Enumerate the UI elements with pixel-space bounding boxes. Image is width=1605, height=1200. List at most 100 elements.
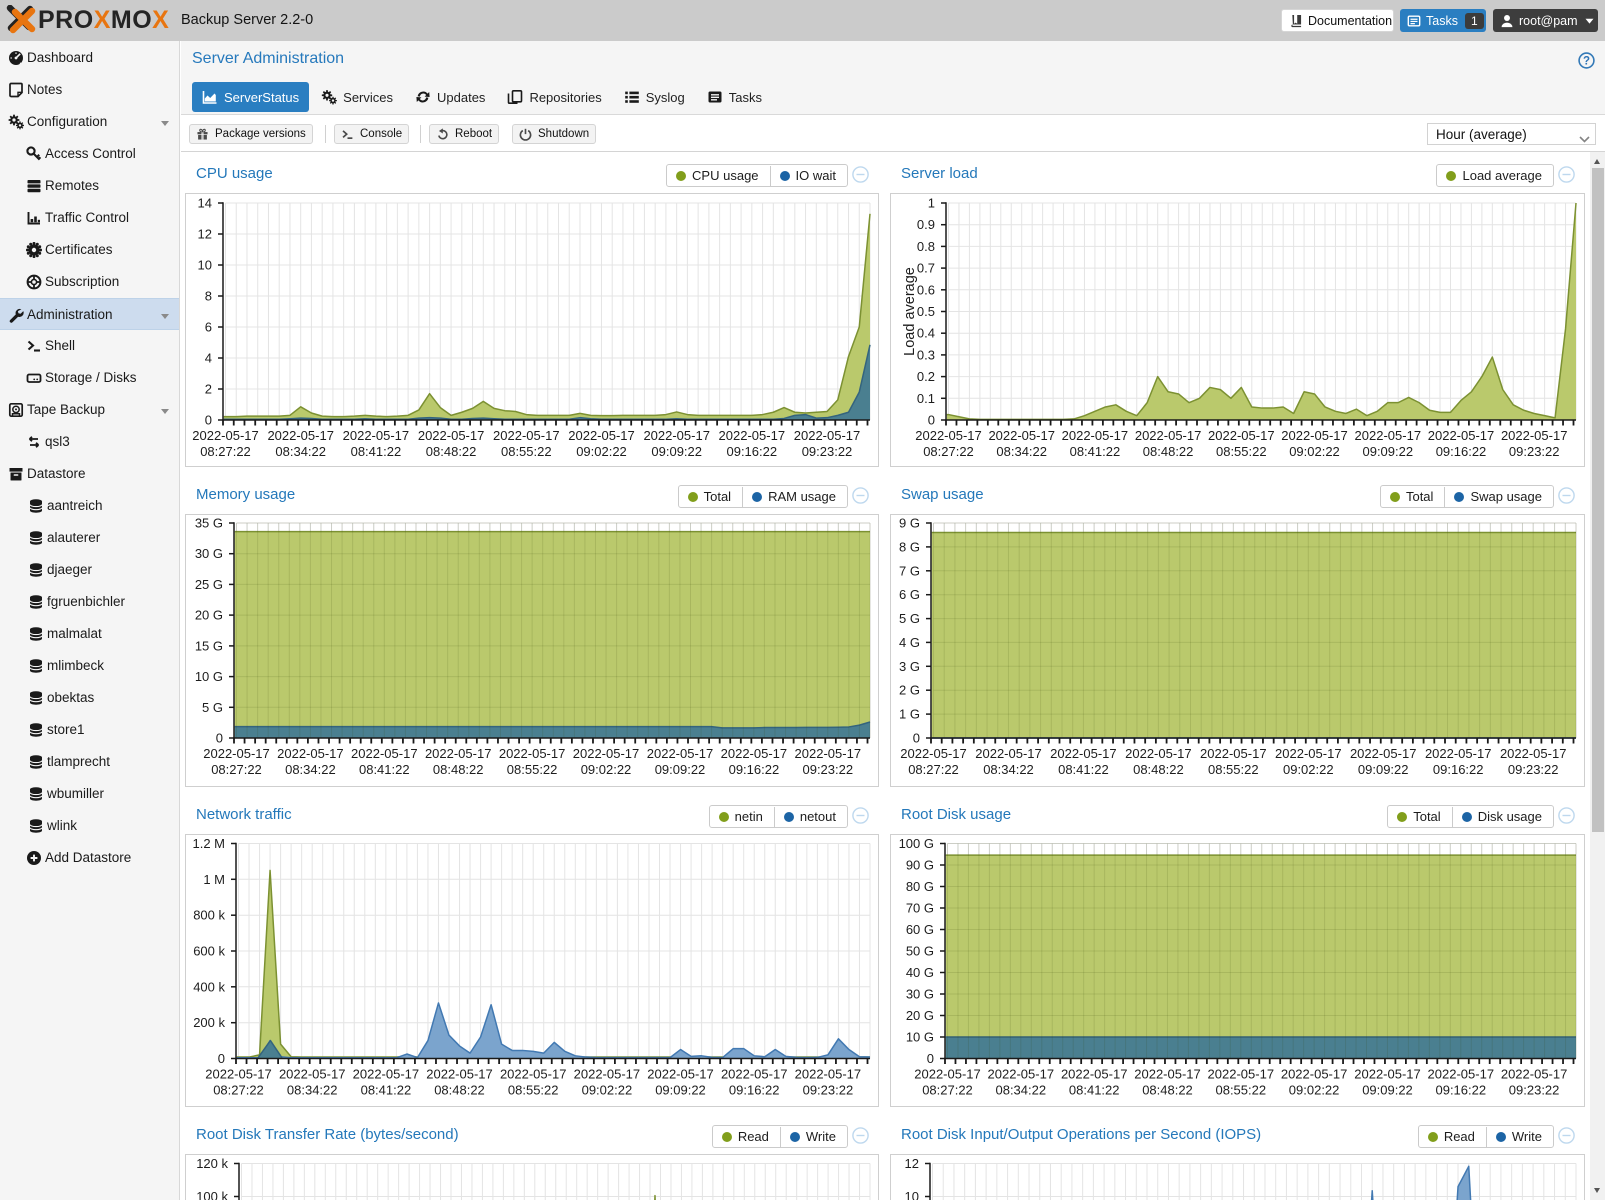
svg-text:2 G: 2 G	[899, 683, 920, 698]
svg-text:2022-05-17: 2022-05-17	[1135, 428, 1202, 443]
svg-text:09:09:22: 09:09:22	[1358, 762, 1409, 777]
svg-text:2022-05-17: 2022-05-17	[1355, 428, 1422, 443]
svg-text:08:27:22: 08:27:22	[211, 762, 262, 777]
svg-text:12: 12	[905, 1156, 919, 1171]
svg-text:2022-05-17: 2022-05-17	[1500, 746, 1567, 761]
svg-text:0.6: 0.6	[917, 282, 935, 297]
svg-text:08:55:22: 08:55:22	[508, 1082, 559, 1097]
svg-text:0: 0	[928, 413, 935, 428]
svg-text:600 k: 600 k	[193, 944, 225, 959]
svg-text:08:27:22: 08:27:22	[213, 1082, 264, 1097]
svg-text:0: 0	[927, 1051, 934, 1066]
svg-text:0.9: 0.9	[917, 217, 935, 232]
svg-text:80 G: 80 G	[906, 879, 934, 894]
svg-text:2022-05-17: 2022-05-17	[1062, 428, 1129, 443]
svg-text:08:41:22: 08:41:22	[361, 1082, 412, 1097]
svg-text:08:41:22: 08:41:22	[1070, 444, 1121, 459]
svg-text:2022-05-17: 2022-05-17	[794, 428, 861, 443]
svg-text:2022-05-17: 2022-05-17	[1134, 1067, 1201, 1082]
svg-text:7 G: 7 G	[899, 563, 920, 578]
svg-text:08:34:22: 08:34:22	[996, 444, 1047, 459]
svg-text:35 G: 35 G	[195, 516, 223, 531]
svg-text:08:41:22: 08:41:22	[1058, 762, 1109, 777]
svg-text:08:34:22: 08:34:22	[285, 762, 336, 777]
svg-text:2022-05-17: 2022-05-17	[1354, 1067, 1421, 1082]
svg-text:09:02:22: 09:02:22	[576, 444, 627, 459]
svg-text:0.7: 0.7	[917, 261, 935, 276]
svg-text:09:16:22: 09:16:22	[729, 1082, 780, 1097]
svg-text:Load average: Load average	[902, 267, 918, 356]
svg-text:09:02:22: 09:02:22	[1283, 762, 1334, 777]
svg-text:0.2: 0.2	[917, 369, 935, 384]
svg-text:9 G: 9 G	[899, 516, 920, 531]
svg-text:2022-05-17: 2022-05-17	[975, 746, 1042, 761]
svg-text:09:02:22: 09:02:22	[582, 1082, 633, 1097]
svg-text:120 k: 120 k	[196, 1156, 228, 1171]
svg-text:8 G: 8 G	[899, 539, 920, 554]
svg-text:09:16:22: 09:16:22	[726, 444, 777, 459]
svg-text:2022-05-17: 2022-05-17	[1200, 746, 1267, 761]
svg-text:3 G: 3 G	[899, 659, 920, 674]
svg-text:4: 4	[205, 351, 212, 366]
svg-text:200 k: 200 k	[193, 1015, 225, 1030]
svg-text:2022-05-17: 2022-05-17	[1428, 428, 1495, 443]
svg-text:2022-05-17: 2022-05-17	[500, 1066, 567, 1081]
svg-text:2022-05-17: 2022-05-17	[647, 1066, 714, 1081]
svg-text:10: 10	[905, 1189, 919, 1200]
svg-text:08:27:22: 08:27:22	[200, 444, 251, 459]
svg-text:2022-05-17: 2022-05-17	[351, 746, 418, 761]
svg-text:4 G: 4 G	[899, 635, 920, 650]
svg-text:2022-05-17: 2022-05-17	[267, 428, 334, 443]
svg-text:400 k: 400 k	[193, 979, 225, 994]
svg-text:08:55:22: 08:55:22	[507, 762, 558, 777]
svg-text:2022-05-17: 2022-05-17	[719, 428, 786, 443]
svg-text:2022-05-17: 2022-05-17	[574, 1066, 641, 1081]
svg-text:0.4: 0.4	[917, 326, 935, 341]
svg-text:09:16:22: 09:16:22	[1433, 762, 1484, 777]
svg-text:2022-05-17: 2022-05-17	[795, 746, 862, 761]
svg-text:09:23:22: 09:23:22	[802, 444, 853, 459]
svg-text:20 G: 20 G	[906, 1008, 934, 1023]
svg-text:08:41:22: 08:41:22	[351, 444, 402, 459]
svg-text:2022-05-17: 2022-05-17	[1501, 428, 1568, 443]
svg-text:2022-05-17: 2022-05-17	[499, 746, 565, 761]
svg-text:2022-05-17: 2022-05-17	[1208, 1067, 1275, 1082]
svg-text:09:23:22: 09:23:22	[803, 1082, 854, 1097]
svg-text:09:09:22: 09:09:22	[655, 762, 706, 777]
svg-text:14: 14	[198, 196, 212, 211]
svg-text:100 k: 100 k	[196, 1189, 228, 1200]
svg-text:2022-05-17: 2022-05-17	[1501, 1067, 1568, 1082]
svg-text:0.5: 0.5	[917, 304, 935, 319]
svg-text:0.8: 0.8	[917, 239, 935, 254]
svg-text:50 G: 50 G	[906, 944, 934, 959]
svg-text:1.2 M: 1.2 M	[192, 836, 225, 851]
svg-text:800 k: 800 k	[193, 908, 225, 923]
svg-text:90 G: 90 G	[906, 858, 934, 873]
svg-text:5 G: 5 G	[899, 611, 920, 626]
svg-text:2022-05-17: 2022-05-17	[426, 1066, 493, 1081]
svg-text:2022-05-17: 2022-05-17	[915, 428, 982, 443]
svg-text:10 G: 10 G	[195, 669, 223, 684]
svg-text:09:16:22: 09:16:22	[729, 762, 780, 777]
svg-text:08:27:22: 08:27:22	[922, 1083, 973, 1098]
svg-text:0.1: 0.1	[917, 391, 935, 406]
svg-text:0: 0	[205, 413, 212, 428]
svg-text:08:34:22: 08:34:22	[287, 1082, 338, 1097]
svg-text:30 G: 30 G	[195, 546, 223, 561]
svg-text:08:48:22: 08:48:22	[1142, 1083, 1193, 1098]
svg-text:2022-05-17: 2022-05-17	[721, 746, 788, 761]
svg-text:2022-05-17: 2022-05-17	[279, 1066, 346, 1081]
svg-text:2022-05-17: 2022-05-17	[573, 746, 640, 761]
svg-text:2022-05-17: 2022-05-17	[1281, 428, 1348, 443]
svg-text:2022-05-17: 2022-05-17	[1061, 1067, 1128, 1082]
svg-text:70 G: 70 G	[906, 901, 934, 916]
svg-text:09:23:22: 09:23:22	[1508, 762, 1559, 777]
svg-text:2022-05-17: 2022-05-17	[721, 1066, 788, 1081]
svg-text:2022-05-17: 2022-05-17	[425, 746, 492, 761]
svg-text:09:02:22: 09:02:22	[1289, 444, 1340, 459]
svg-text:2022-05-17: 2022-05-17	[643, 428, 710, 443]
svg-text:0: 0	[218, 1051, 225, 1066]
svg-text:2022-05-17: 2022-05-17	[205, 1066, 272, 1081]
svg-text:2022-05-17: 2022-05-17	[493, 428, 560, 443]
svg-text:08:48:22: 08:48:22	[433, 762, 484, 777]
